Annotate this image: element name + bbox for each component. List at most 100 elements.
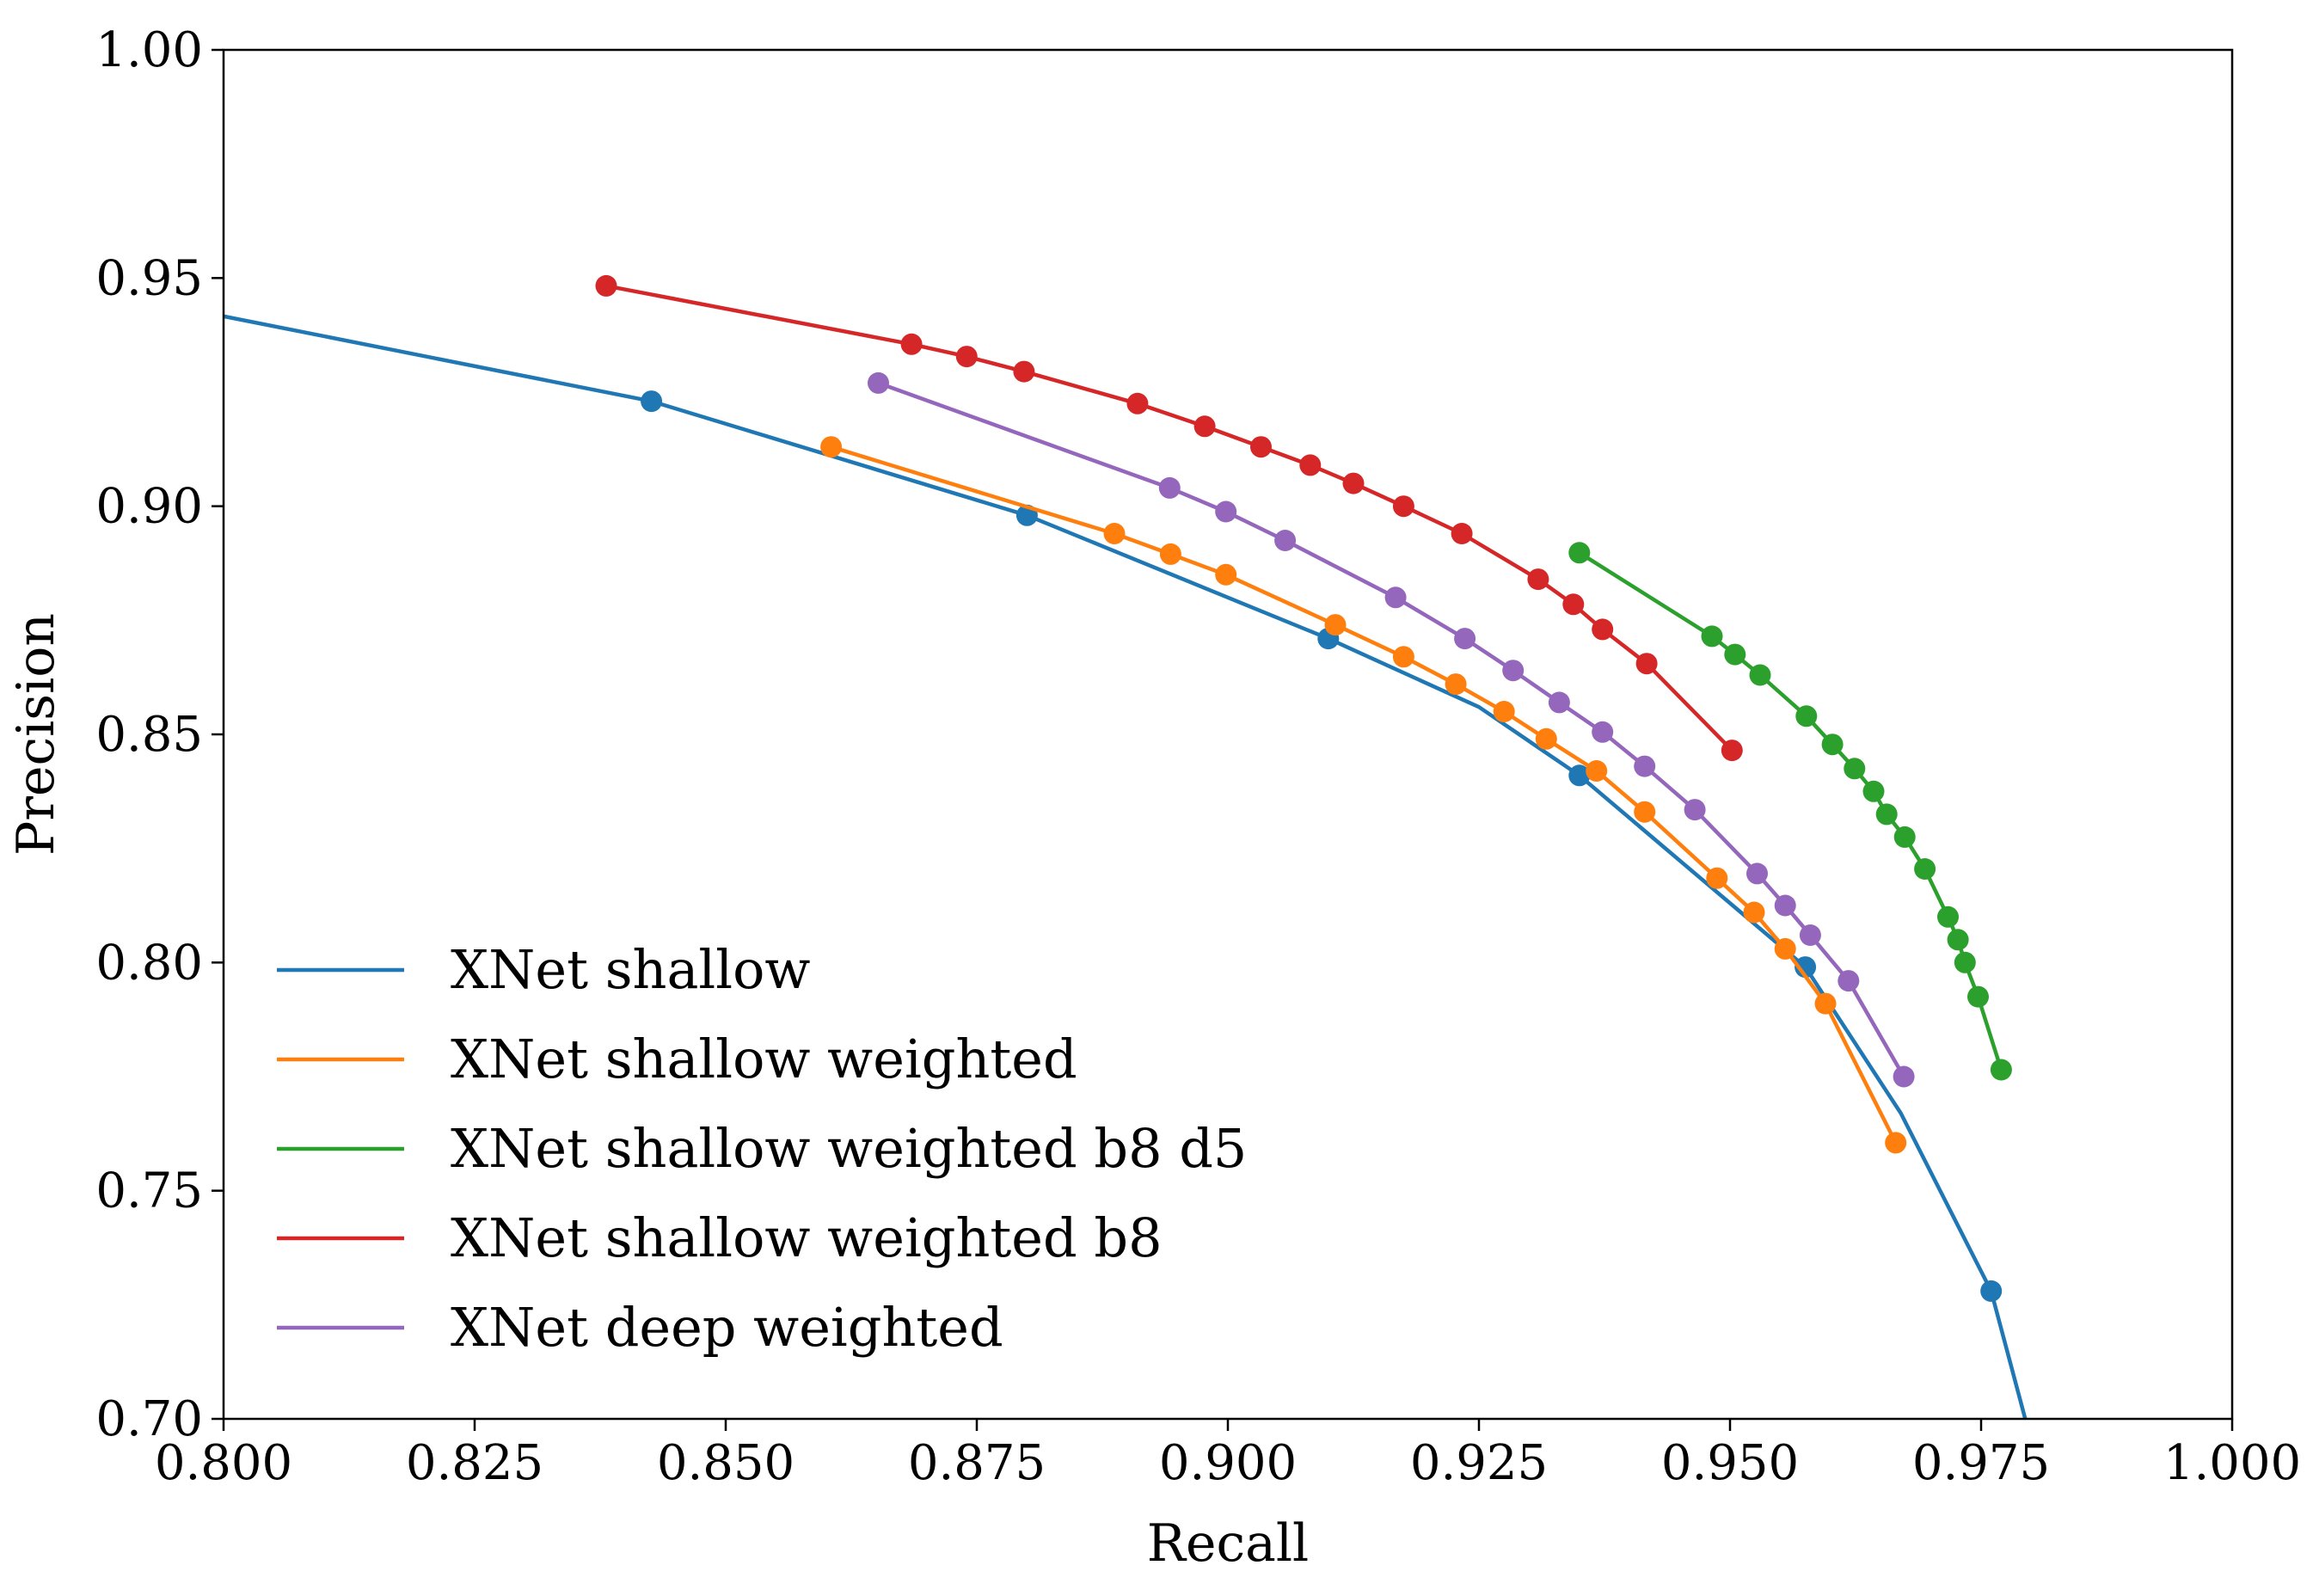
legend-label: XNet deep weighted	[451, 1296, 1003, 1359]
data-point	[1635, 653, 1658, 675]
data-point	[1592, 618, 1614, 641]
y-tick-label: 0.85	[95, 707, 203, 763]
series-2	[1568, 542, 2012, 1081]
legend: XNet shallow XNet shallow weighted XNet sh…	[277, 938, 1247, 1359]
data-point	[1885, 1132, 1907, 1154]
series-line	[1578, 550, 2003, 1071]
x-tick-label: 0.950	[1661, 1435, 1799, 1491]
data-point	[1324, 614, 1347, 636]
data-point	[1342, 472, 1365, 494]
x-tick-label: 0.875	[908, 1435, 1046, 1491]
data-point	[1193, 415, 1216, 438]
data-point	[1746, 862, 1768, 885]
series-0	[224, 314, 2028, 1419]
series-3	[595, 274, 1743, 762]
data-point	[1274, 530, 1297, 551]
data-point	[1743, 901, 1765, 924]
y-axis-title: Precision	[6, 613, 66, 856]
data-point	[1721, 740, 1743, 762]
x-axis-title: Recall	[1147, 1513, 1309, 1574]
data-point	[1634, 755, 1656, 777]
data-point	[1914, 858, 1936, 880]
series-line	[877, 381, 1906, 1078]
data-point	[1392, 495, 1414, 518]
data-point	[1250, 436, 1272, 458]
data-point	[1493, 701, 1515, 722]
legend-label: XNet shallow	[451, 938, 810, 1001]
data-point	[1592, 721, 1614, 743]
data-point	[1893, 1065, 1915, 1088]
data-point	[1795, 956, 1817, 979]
x-tick-label: 0.850	[657, 1435, 795, 1491]
data-point	[1844, 758, 1866, 780]
x-tick-label: 0.975	[1912, 1435, 2050, 1491]
data-point	[1774, 894, 1796, 917]
data-point	[1838, 970, 1860, 992]
data-point	[955, 346, 978, 368]
data-point	[1706, 867, 1728, 889]
series-1	[820, 436, 1907, 1154]
data-point	[1937, 905, 1959, 928]
data-point	[1821, 734, 1844, 756]
series-line	[224, 314, 2028, 1419]
x-tick-label: 1.000	[2163, 1435, 2301, 1491]
data-point	[1634, 801, 1656, 823]
series-line	[605, 284, 1733, 752]
x-axis: 0.800 0.825 0.850 0.875 0.900 0.925 0.950 0.975…	[155, 1419, 2301, 1491]
data-point	[1451, 523, 1473, 544]
data-point	[1158, 476, 1181, 499]
data-point	[1749, 664, 1771, 686]
data-point	[1814, 992, 1837, 1015]
series-line	[830, 445, 1898, 1144]
data-point	[1701, 625, 1723, 648]
x-tick-label: 0.825	[406, 1435, 543, 1491]
data-point	[1795, 705, 1818, 727]
y-tick-label: 0.90	[95, 479, 203, 535]
data-point	[595, 274, 617, 297]
legend-label: XNet shallow weighted	[451, 1028, 1077, 1090]
data-point	[820, 436, 843, 458]
data-point	[1568, 542, 1591, 564]
data-point	[1299, 454, 1322, 476]
data-point	[1568, 764, 1591, 787]
data-point	[1954, 951, 1976, 973]
data-point	[1384, 586, 1407, 609]
data-point	[1159, 543, 1181, 565]
data-point	[868, 371, 889, 394]
data-point	[1126, 392, 1149, 414]
data-point	[1562, 593, 1585, 616]
y-axis: 0.70 0.75 0.80 0.85 0.90 0.95 1.00	[95, 22, 224, 1447]
data-point	[1454, 628, 1476, 650]
y-tick-label: 0.80	[95, 935, 203, 991]
legend-label: XNet shallow weighted b8	[451, 1206, 1163, 1269]
data-point	[1980, 1280, 2003, 1302]
series-4	[868, 371, 1915, 1088]
data-point	[1947, 929, 1969, 951]
data-point	[1724, 643, 1746, 666]
y-tick-label: 0.95	[95, 250, 203, 306]
data-point	[1684, 799, 1706, 821]
data-point	[1215, 563, 1237, 586]
x-tick-label: 0.900	[1159, 1435, 1297, 1491]
y-tick-label: 1.00	[95, 22, 203, 78]
data-point	[1392, 646, 1414, 668]
data-point	[900, 333, 923, 355]
data-point	[1445, 673, 1467, 696]
data-point	[1103, 523, 1126, 544]
data-point	[1502, 660, 1525, 682]
x-tick-label: 0.925	[1410, 1435, 1548, 1491]
data-point	[1799, 924, 1821, 946]
data-point	[1215, 500, 1237, 523]
data-point	[641, 390, 663, 413]
series-layer	[224, 274, 2028, 1419]
data-point	[1893, 826, 1916, 848]
y-tick-label: 0.70	[95, 1391, 203, 1447]
data-point	[1967, 985, 1989, 1008]
data-point	[1990, 1059, 2012, 1081]
data-point	[1586, 760, 1608, 782]
data-point	[1535, 727, 1557, 750]
data-point	[1774, 937, 1796, 960]
legend-label: XNet shallow weighted b8 d5	[451, 1117, 1247, 1180]
x-tick-label: 0.800	[155, 1435, 292, 1491]
